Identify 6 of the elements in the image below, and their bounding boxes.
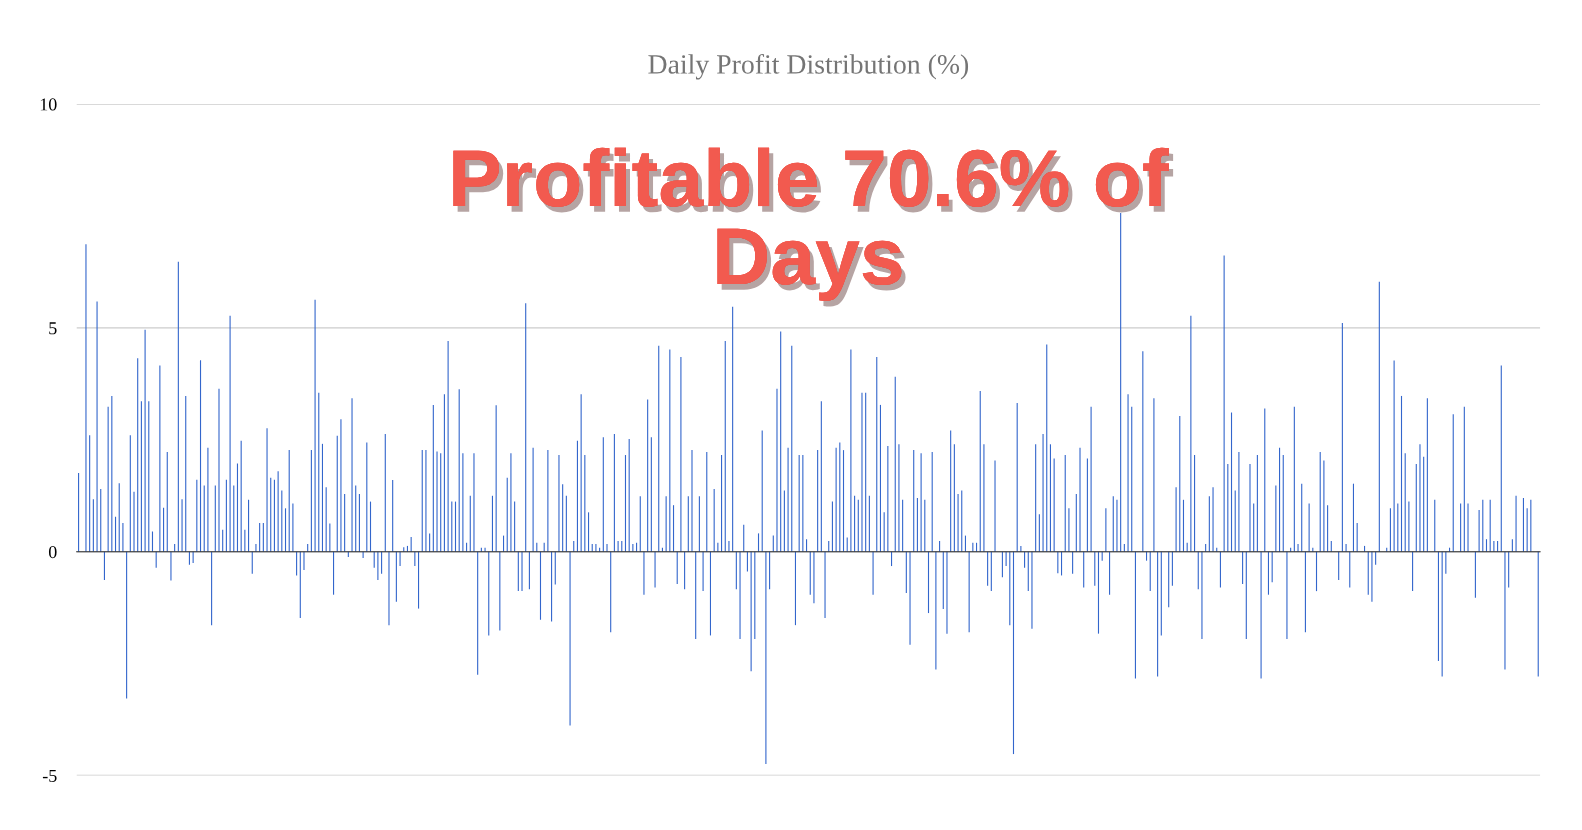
y-tick-label: -5 <box>42 769 57 782</box>
chart-title: Daily Profit Distribution (%) <box>648 53 969 80</box>
y-tick-label: 0 <box>48 545 57 559</box>
y-tick-label: 10 <box>40 98 57 111</box>
y-tick-label: 5 <box>49 322 57 335</box>
annotation: Profitable 70.6% of Days <box>453 147 1174 307</box>
